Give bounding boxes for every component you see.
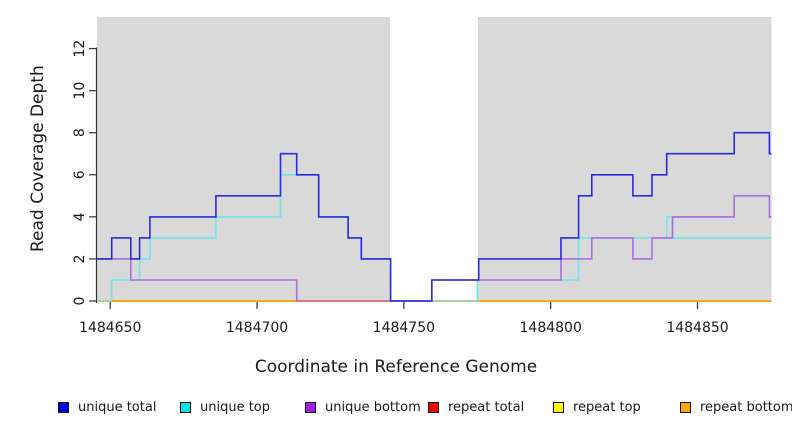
- legend-swatch-unique-top: [180, 402, 191, 413]
- y-tick-label: 2: [72, 254, 88, 263]
- legend-label: repeat bottom: [700, 400, 792, 415]
- legend-swatch-repeat-bottom: [680, 402, 691, 413]
- legend: unique total unique top unique bottom re…: [0, 398, 792, 422]
- legend-swatch-repeat-total: [428, 402, 439, 413]
- legend-label: repeat total: [448, 400, 525, 415]
- legend-item-unique-bottom: unique bottom: [305, 400, 421, 415]
- x-tick-label: 1484650: [79, 320, 141, 336]
- x-tick-label: 1484750: [373, 320, 435, 336]
- x-tick-label: 1484850: [666, 320, 728, 336]
- legend-item-unique-total: unique total: [58, 400, 156, 415]
- y-tick-label: 0: [72, 297, 88, 306]
- plot-background-right: [477, 17, 772, 302]
- y-tick-label: 4: [72, 212, 88, 221]
- legend-label: unique top: [200, 400, 271, 415]
- y-axis-title: Read Coverage Depth: [28, 65, 48, 252]
- legend-swatch-repeat-top: [553, 402, 564, 413]
- legend-item-repeat-bottom: repeat bottom: [680, 400, 792, 415]
- plot-background-left: [97, 17, 391, 302]
- legend-swatch-unique-bottom: [305, 402, 316, 413]
- series-unique-total: [97, 131, 772, 302]
- x-tick-label: 1484700: [226, 320, 288, 336]
- legend-swatch-unique-total: [58, 402, 69, 413]
- legend-item-repeat-total: repeat total: [428, 400, 524, 415]
- legend-label: repeat top: [573, 400, 641, 415]
- y-tick-label: 12: [72, 40, 88, 58]
- series-unique-bottom: [97, 195, 772, 302]
- y-tick-label: 8: [72, 128, 88, 137]
- masked-gap-region: [390, 17, 478, 302]
- legend-item-repeat-top: repeat top: [553, 400, 641, 415]
- y-tick-label: 10: [72, 82, 88, 100]
- legend-item-unique-top: unique top: [180, 400, 270, 415]
- y-tick-label: 6: [72, 170, 88, 179]
- legend-label: unique total: [78, 400, 157, 415]
- x-tick-label: 1484800: [520, 320, 582, 336]
- x-axis-title: Coordinate in Reference Genome: [254, 357, 538, 377]
- legend-label: unique bottom: [325, 400, 421, 415]
